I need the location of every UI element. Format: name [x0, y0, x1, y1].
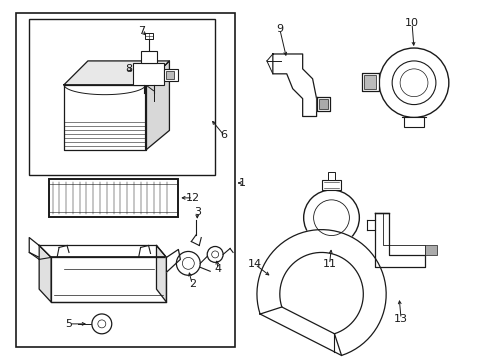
Circle shape	[391, 61, 435, 105]
Polygon shape	[64, 85, 145, 150]
Text: 5: 5	[65, 319, 72, 329]
Polygon shape	[145, 61, 169, 150]
Bar	[16, 13, 235, 347]
Polygon shape	[362, 73, 379, 91]
Polygon shape	[374, 213, 424, 267]
Polygon shape	[29, 238, 39, 257]
Bar	[364, 75, 375, 89]
Text: 13: 13	[393, 314, 407, 324]
Text: 6: 6	[220, 130, 227, 140]
Text: 4: 4	[214, 264, 221, 274]
Polygon shape	[256, 230, 386, 355]
Polygon shape	[316, 96, 329, 111]
Bar	[29, 19, 215, 175]
Polygon shape	[272, 54, 316, 117]
Bar	[166, 71, 174, 79]
Bar	[49, 179, 178, 217]
Bar	[132, 63, 164, 85]
Bar	[318, 99, 327, 109]
Bar	[327, 172, 335, 180]
Text: 14: 14	[247, 259, 262, 269]
Circle shape	[379, 48, 448, 117]
Polygon shape	[166, 249, 180, 272]
Text: 1: 1	[238, 178, 245, 188]
Bar	[321, 180, 341, 190]
Polygon shape	[51, 257, 166, 302]
Text: 8: 8	[125, 64, 132, 74]
Polygon shape	[156, 246, 166, 302]
Circle shape	[92, 314, 112, 334]
Circle shape	[313, 200, 349, 235]
Text: 9: 9	[276, 24, 283, 34]
Polygon shape	[39, 246, 51, 302]
Bar	[164, 69, 178, 81]
Bar	[403, 117, 423, 127]
Text: 3: 3	[193, 207, 201, 217]
Text: 7: 7	[138, 26, 145, 36]
Circle shape	[207, 247, 223, 262]
Text: 2: 2	[188, 279, 196, 289]
Text: 12: 12	[186, 193, 200, 203]
Text: 10: 10	[404, 18, 418, 28]
Polygon shape	[64, 61, 169, 85]
Circle shape	[176, 251, 200, 275]
Polygon shape	[39, 246, 166, 257]
Bar	[144, 33, 152, 39]
Circle shape	[303, 190, 359, 246]
Bar	[141, 51, 156, 63]
Text: 11: 11	[322, 259, 336, 269]
Bar	[424, 246, 436, 255]
